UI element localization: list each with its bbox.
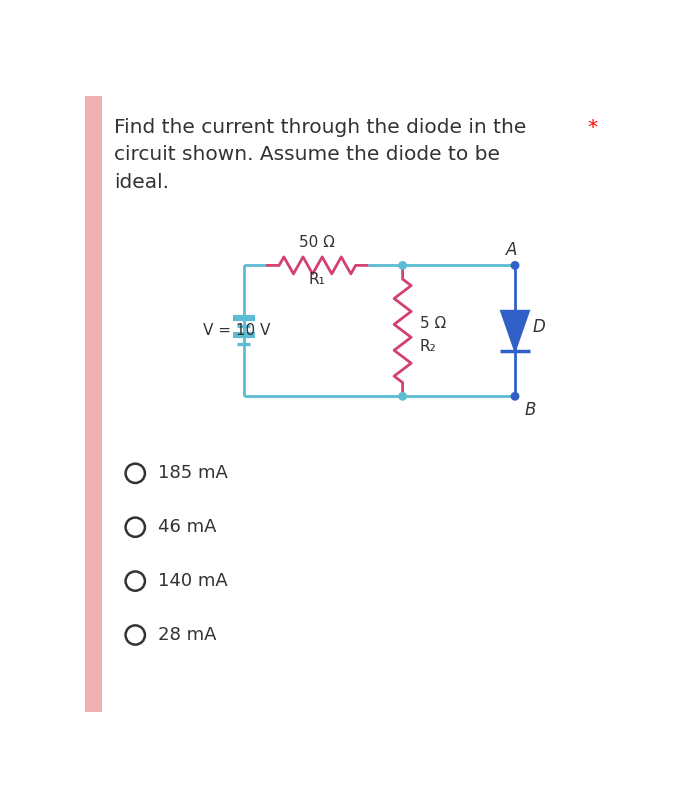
Text: *: * bbox=[587, 118, 598, 137]
Text: R₂: R₂ bbox=[420, 338, 437, 354]
Circle shape bbox=[511, 393, 519, 400]
Text: 140 mA: 140 mA bbox=[158, 572, 228, 590]
Circle shape bbox=[511, 262, 519, 269]
Text: Find the current through the diode in the: Find the current through the diode in th… bbox=[114, 118, 527, 137]
Text: 185 mA: 185 mA bbox=[158, 464, 228, 482]
FancyBboxPatch shape bbox=[85, 96, 102, 712]
Text: circuit shown. Assume the diode to be: circuit shown. Assume the diode to be bbox=[114, 146, 500, 164]
Text: ideal.: ideal. bbox=[114, 173, 169, 192]
Text: D: D bbox=[532, 318, 545, 336]
Text: V = 10 V: V = 10 V bbox=[204, 323, 271, 338]
Circle shape bbox=[399, 262, 406, 269]
Text: A: A bbox=[507, 242, 517, 259]
Text: 50 Ω: 50 Ω bbox=[299, 235, 335, 250]
Polygon shape bbox=[501, 311, 529, 351]
Circle shape bbox=[399, 393, 406, 400]
Text: 5 Ω: 5 Ω bbox=[420, 316, 446, 330]
Text: 28 mA: 28 mA bbox=[158, 626, 217, 644]
Text: B: B bbox=[524, 401, 536, 419]
Text: 46 mA: 46 mA bbox=[158, 518, 217, 536]
Text: R₁: R₁ bbox=[309, 271, 326, 286]
